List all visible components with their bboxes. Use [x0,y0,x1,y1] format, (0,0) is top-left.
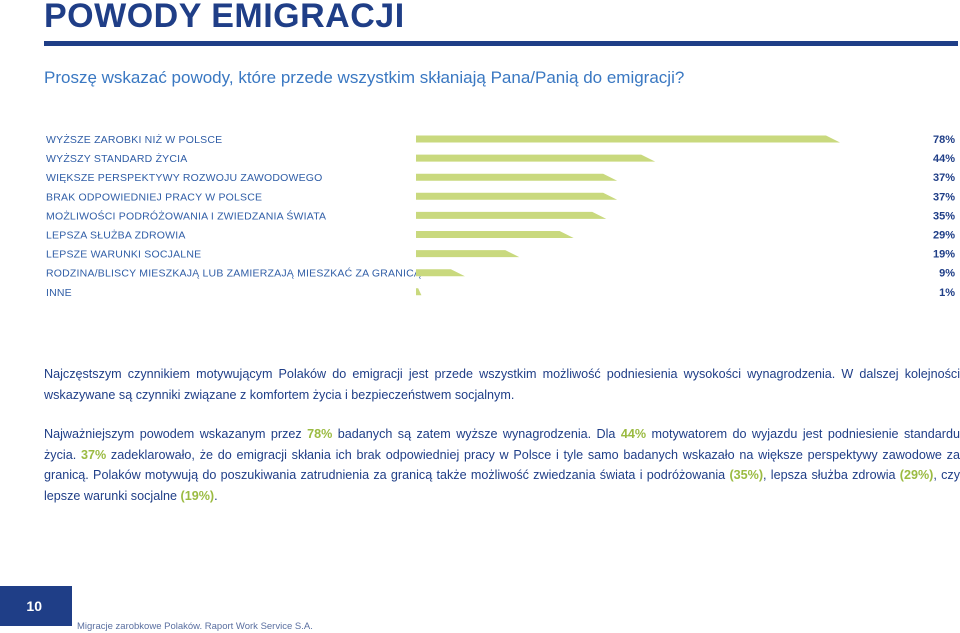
value-label: 78% [933,134,955,146]
category-label: MOŻLIWOŚCI PODRÓŻOWANIA I ZWIEDZANIA ŚWI… [46,209,326,222]
category-label: WYŻSZE ZAROBKI NIŻ W POLSCE [46,133,222,146]
highlight-value: (35%) [729,468,764,482]
highlight-value: 78% [307,427,333,441]
value-label: 37% [933,172,955,184]
bar [416,211,607,219]
paragraph-text: , czy lepsze warunki socjalne [44,468,960,503]
value-label: 9% [939,268,955,280]
value-label: 1% [939,287,955,299]
bar [416,288,422,296]
value-label: 44% [933,153,955,165]
paragraph-text: . [214,488,218,503]
highlight-value: (19%) [180,488,215,503]
paragraph-text: , lepsza służba zdrowia [763,468,900,482]
value-label: 37% [933,191,955,203]
value-label: 29% [933,230,955,242]
page-number: 10 [26,598,42,614]
category-label: RODZINA/BLISCY MIESZKAJĄ LUB ZAMIERZAJĄ … [46,267,422,280]
highlight-value: 44% [620,427,647,441]
bar [416,192,618,200]
category-label: LEPSZA SŁUŻBA ZDROWIA [46,229,186,242]
page-title: POWODY EMIGRACJI [44,0,405,35]
horizontal-bar-chart: WYŻSZE ZAROBKI NIŻ W POLSCE 78% WYŻSZY STA… [46,133,955,299]
summary-paragraph-2: Najważniejszym powodem wskazanym przez 7… [44,424,960,506]
category-label: WYŻSZY STANDARD ŻYCIA [46,152,188,165]
value-label: 19% [933,249,955,261]
bar [416,173,618,181]
page-number-badge: 10 [0,586,72,626]
bar [416,269,465,277]
title-rule [44,41,958,46]
category-label: BRAK ODPOWIEDNIEJ PRACY W POLSCE [46,191,262,203]
paragraph-text: badanych są zatem wyższe wynagrodzenia. … [332,427,621,441]
category-label: LEPSZE WARUNKI SOCJALNE [46,249,201,261]
bar [416,231,574,238]
bar [416,250,520,258]
paragraph-text: zadeklarowało, że do emigracji skłania i… [44,447,960,483]
category-label: INNE [46,287,72,299]
question-subtitle: Proszę wskazać powody, które przede wszy… [44,68,685,87]
paragraph-text: motywatorem do wyjazdu jest podniesienie… [44,427,960,462]
highlight-value: (29%) [899,468,934,482]
bar [416,135,840,143]
bar [416,154,656,162]
category-label: WIĘKSZE PERSPEKTYWY ROZWOJU ZAWODOWEGO [46,172,323,184]
highlight-value: 37% [80,447,107,462]
summary-paragraph-1: Najczęstszym czynnikiem motywującym Pola… [44,367,960,402]
footer-source: Migracje zarobkowe Polaków. Raport Work … [77,621,313,632]
value-label: 35% [933,210,955,222]
paragraph-text: Najważniejszym powodem wskazanym przez [44,427,308,441]
